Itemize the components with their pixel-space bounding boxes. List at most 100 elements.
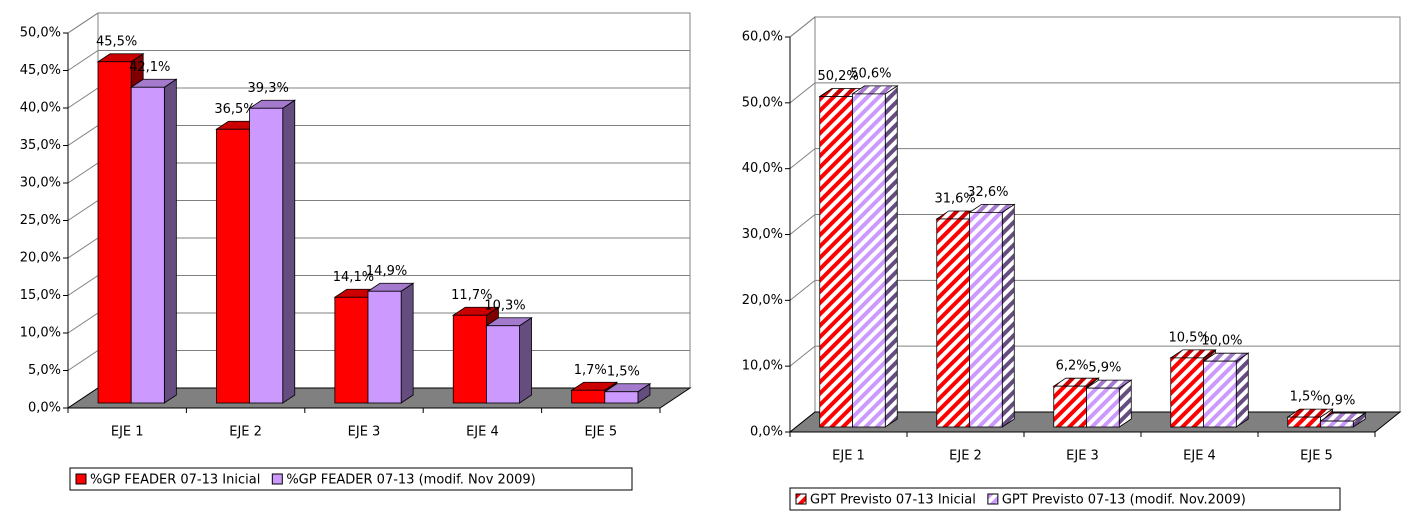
grid-line: [67, 50, 690, 71]
y-tick-label: 45,0%: [20, 63, 61, 78]
value-label: 45,5%: [96, 34, 137, 49]
bar-front: [452, 314, 487, 404]
y-tick-label: 50,0%: [742, 95, 783, 110]
bar-front: [819, 96, 853, 428]
bar-side: [282, 99, 296, 404]
value-label: 32,6%: [967, 185, 1008, 200]
bar-front: [936, 218, 970, 428]
legend-swatch: [271, 473, 283, 485]
grid-line: [789, 16, 1400, 38]
value-label: 5,9%: [1088, 361, 1121, 376]
bar-front: [216, 128, 250, 404]
value-label: 1,5%: [1290, 390, 1323, 405]
grid-line: [789, 148, 1400, 170]
x-tick-label: EJE 5: [584, 425, 617, 440]
bar-front: [1320, 420, 1354, 428]
bar: [248, 99, 297, 404]
legend-swatch: [795, 493, 807, 505]
legend-swatch: [75, 473, 87, 485]
bar: [603, 383, 652, 404]
value-label: 1,5%: [607, 364, 640, 379]
legend-label: %GP FEADER 07-13 Inicial: [90, 473, 260, 488]
x-tick-label: EJE 1: [111, 425, 144, 440]
y-tick-label: 25,0%: [20, 213, 61, 228]
x-tick-label: EJE 3: [348, 425, 381, 440]
bar-front: [1086, 387, 1120, 428]
y-tick-label: 5,0%: [28, 363, 61, 378]
y-tick-label: 10,0%: [20, 326, 61, 341]
value-label: 14,1%: [333, 270, 374, 285]
y-tick-label: 40,0%: [20, 101, 61, 116]
bar-front: [571, 389, 606, 404]
bar: [968, 203, 1016, 428]
y-tick-label: 50,0%: [20, 26, 61, 41]
y-tick-label: 20,0%: [20, 251, 61, 266]
legend-swatch: [987, 493, 999, 505]
legend-box: [789, 487, 1341, 511]
bar-front: [485, 325, 520, 404]
bar: [129, 78, 178, 404]
bar: [1085, 379, 1133, 428]
bar: [366, 282, 415, 404]
y-tick-label: 30,0%: [742, 227, 783, 242]
legend-label: GPT Previsto 07-13 (modif. Nov.2009): [1002, 493, 1246, 508]
value-label: 50,6%: [850, 66, 891, 81]
bar-front: [367, 290, 402, 404]
value-label: 50,2%: [817, 69, 858, 84]
bar-side: [884, 85, 898, 428]
bar-front: [1287, 416, 1321, 428]
value-label: 36,5%: [214, 102, 255, 117]
legend-label: %GP FEADER 07-13 (modif. Nov 2009): [286, 473, 535, 488]
bar-side: [1001, 203, 1015, 428]
grid-line: [789, 82, 1400, 104]
bar: [485, 317, 533, 404]
value-label: 10,3%: [484, 298, 525, 313]
bar-front: [334, 296, 369, 404]
value-label: 31,6%: [934, 191, 975, 206]
value-label: 42,1%: [129, 60, 170, 75]
value-label: 39,3%: [248, 81, 289, 96]
y-tick-label: 35,0%: [20, 138, 61, 153]
bar-front: [249, 107, 284, 404]
bar: [1202, 352, 1250, 428]
y-tick-label: 30,0%: [20, 176, 61, 191]
y-tick-label: 10,0%: [742, 359, 783, 374]
bar-front: [1053, 385, 1087, 428]
x-tick-label: EJE 2: [229, 425, 262, 440]
bar-front: [604, 391, 639, 404]
x-tick-label: EJE 3: [1066, 449, 1099, 464]
bar-side: [163, 78, 177, 404]
bar-front: [97, 61, 132, 404]
value-label: 1,7%: [574, 363, 607, 378]
x-tick-label: EJE 2: [949, 449, 982, 464]
y-tick-label: 40,0%: [742, 161, 783, 176]
x-tick-label: EJE 4: [1183, 449, 1216, 464]
grid-line: [789, 345, 1400, 367]
bar-front: [969, 211, 1003, 428]
legend-box: [69, 467, 633, 491]
grid-line: [789, 279, 1400, 301]
bar-side: [400, 282, 414, 404]
bar-side: [519, 317, 532, 404]
bar-front: [1170, 357, 1204, 428]
value-label: 14,9%: [366, 264, 407, 279]
value-label: 6,2%: [1056, 359, 1089, 374]
grid-line: [789, 214, 1400, 235]
legend-label: GPT Previsto 07-13 Inicial: [810, 493, 976, 508]
grid-line: [67, 12, 690, 34]
bar-side: [1235, 352, 1249, 428]
x-tick-label: EJE 4: [466, 425, 499, 440]
bar-front: [130, 86, 165, 404]
y-tick-label: 0,0%: [750, 425, 783, 440]
value-label: 10,0%: [1201, 334, 1242, 349]
y-tick-label: 15,0%: [20, 288, 61, 303]
y-tick-label: 20,0%: [742, 293, 783, 308]
bar-front: [852, 93, 886, 428]
bar: [1319, 412, 1367, 428]
x-tick-label: EJE 5: [1300, 449, 1333, 464]
value-label: 11,7%: [451, 288, 492, 303]
y-tick-label: 60,0%: [742, 30, 783, 45]
y-tick-label: 0,0%: [28, 401, 61, 416]
bar: [851, 85, 899, 428]
